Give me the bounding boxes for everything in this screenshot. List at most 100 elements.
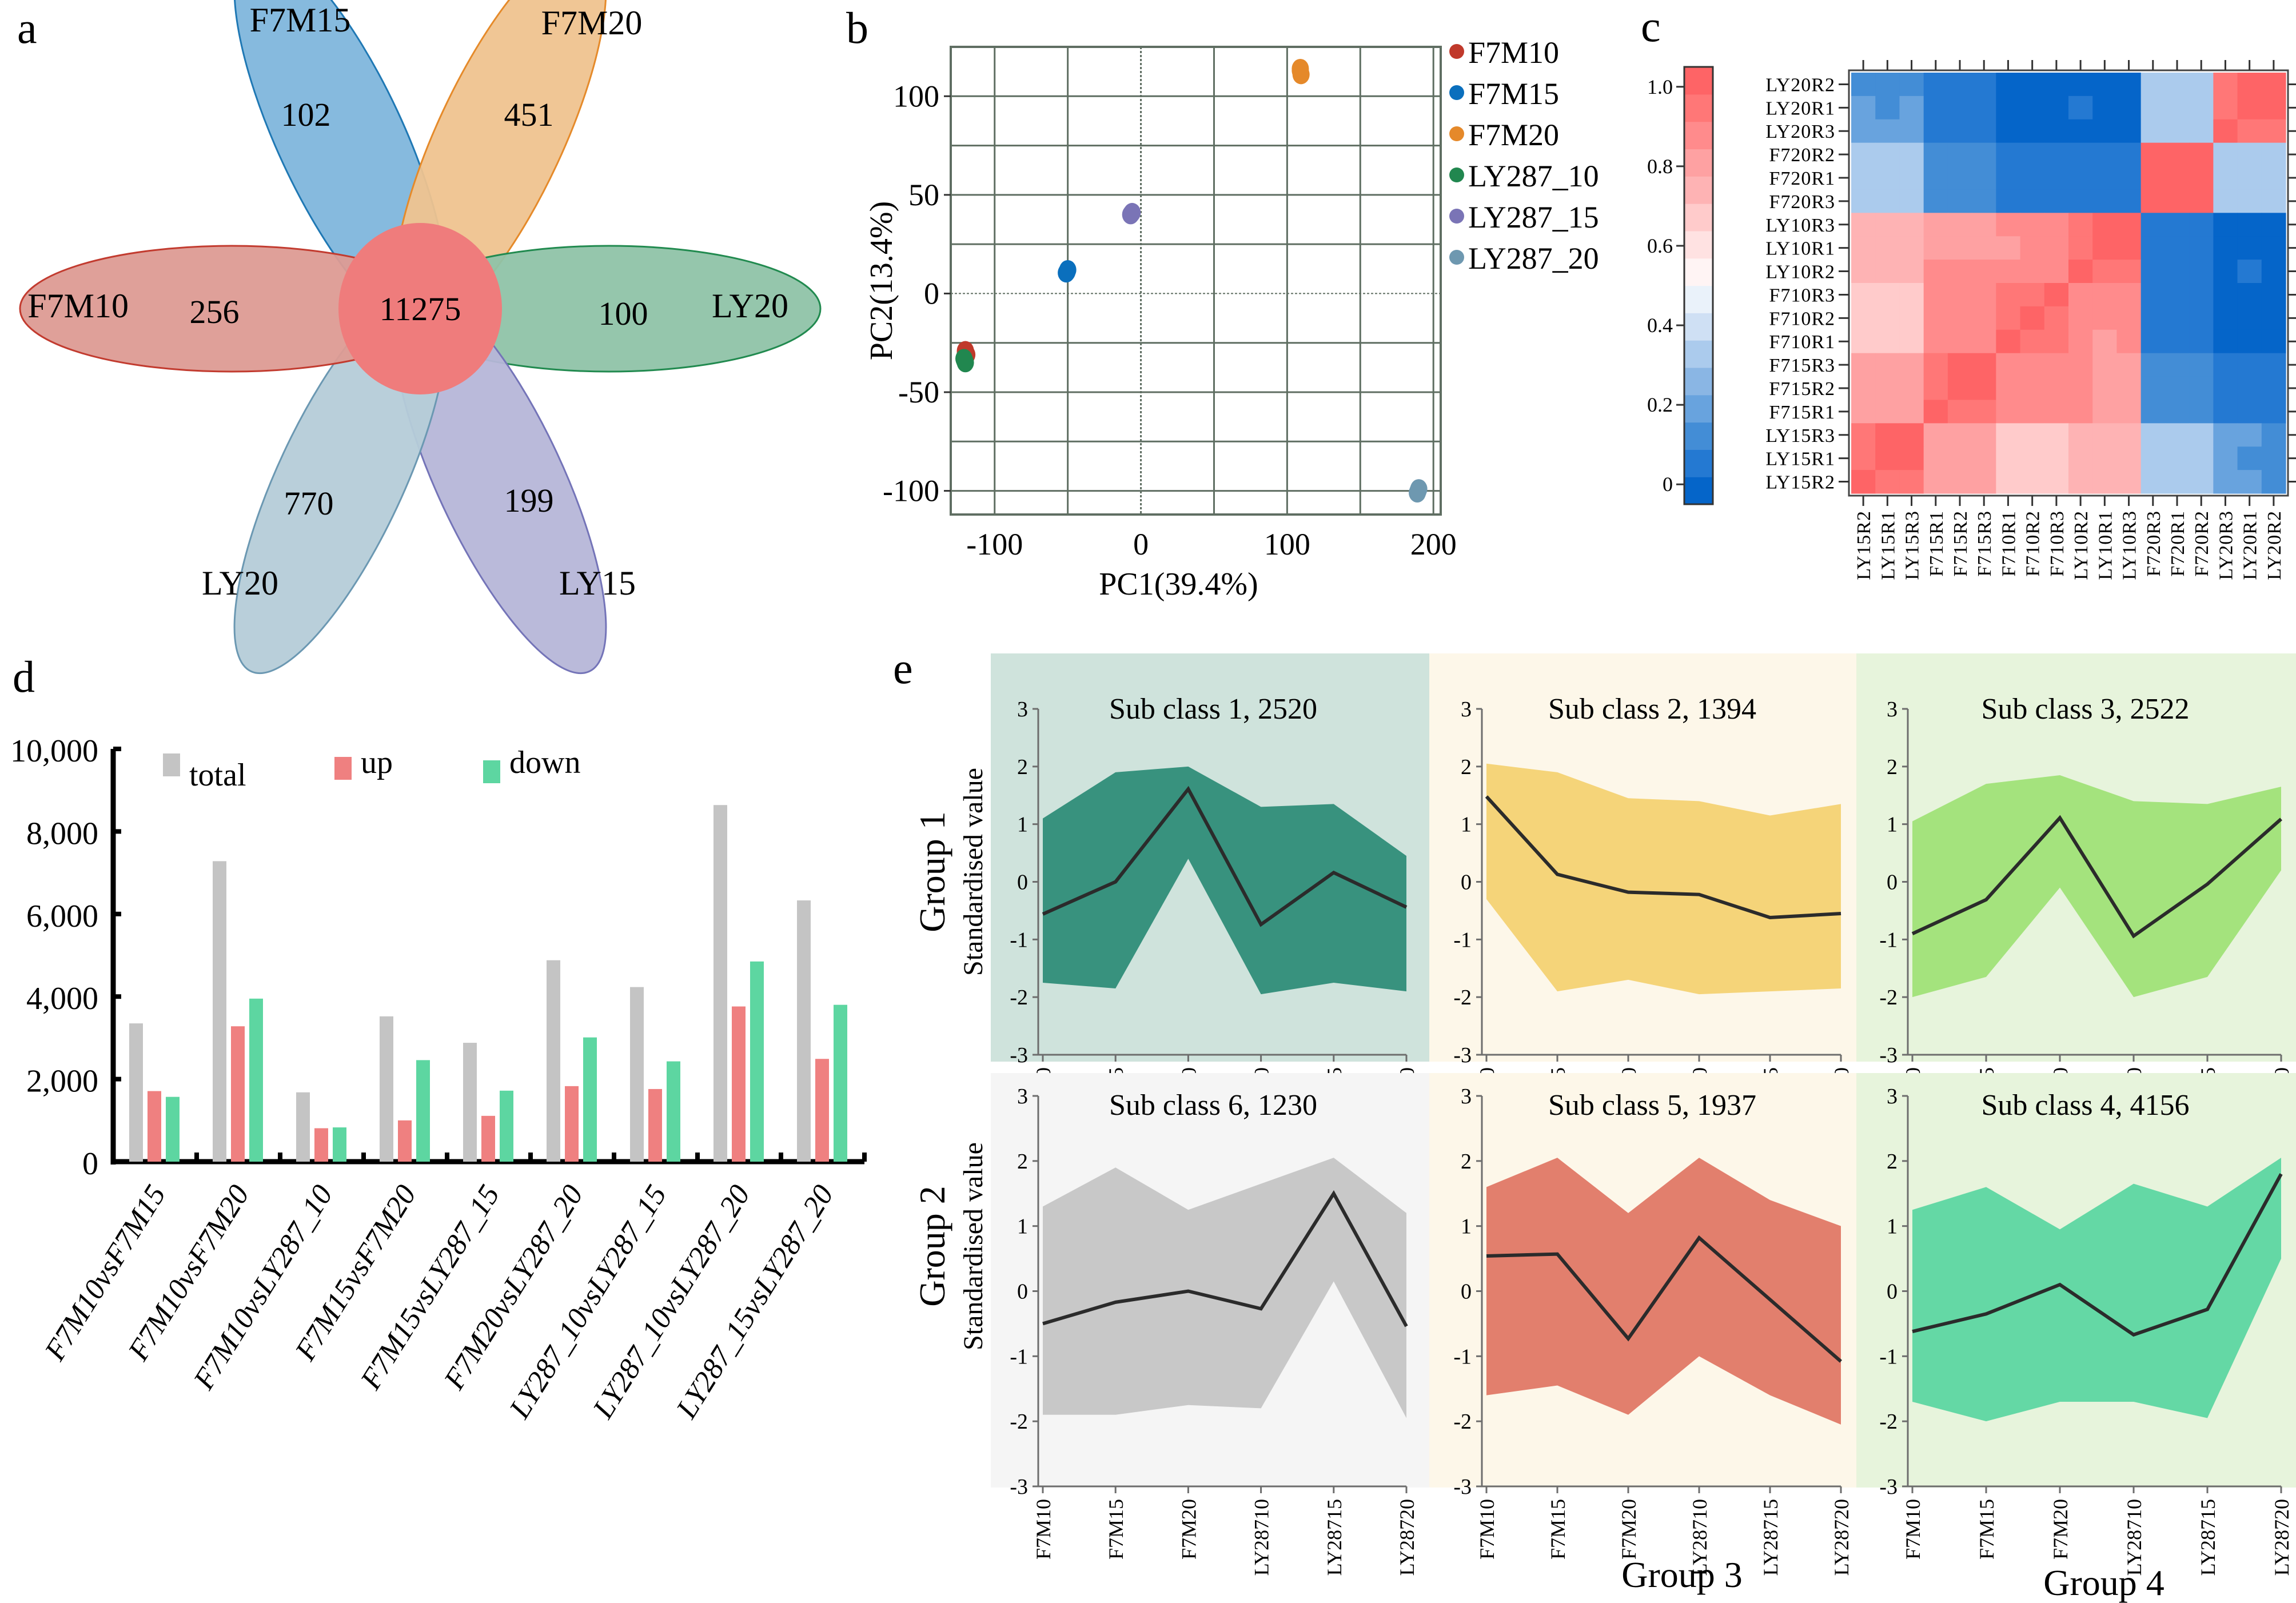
heatmap-cell <box>2165 73 2190 97</box>
heatmap-cell <box>1947 470 1972 494</box>
cluster-x-label: LY28715 <box>1323 1499 1346 1576</box>
heatmap-cell <box>1996 329 2021 354</box>
heatmap-col-label: F720R3 <box>2143 511 2165 577</box>
heatmap-cell <box>1972 306 1996 330</box>
heatmap-cell <box>2189 166 2214 190</box>
heatmap-cell <box>1947 376 1972 401</box>
heatmap-row-label: F720R2 <box>1769 145 1835 166</box>
heatmap-cell <box>1875 236 1900 260</box>
cluster-x-label: LY28715 <box>2197 1499 2219 1576</box>
heatmap-cell <box>1996 166 2021 190</box>
heatmap-cell <box>2165 189 2190 213</box>
bar-legend-swatch <box>334 757 352 780</box>
heatmap-cell <box>1972 400 1996 424</box>
heatmap-cell <box>2213 236 2238 260</box>
heatmap-cell <box>2189 73 2214 97</box>
cluster-x-label: F7M20 <box>1617 1499 1640 1560</box>
heatmap-col-label: LY20R3 <box>2215 511 2237 580</box>
cluster-x-label: F7M10 <box>1902 1499 1924 1560</box>
cluster-profile-band <box>1486 763 1841 995</box>
heatmap-cell <box>2261 306 2286 330</box>
bar-up <box>314 1128 328 1162</box>
bar-up <box>481 1115 495 1162</box>
cluster-subplot-title: Sub class 1, 2520 <box>1109 693 1317 725</box>
pca-x-axis-title: PC1(39.4%) <box>1099 567 1258 602</box>
heatmap-cell <box>1899 470 1924 494</box>
heatmap-cell <box>2020 95 2045 120</box>
cluster-x-label: LY28710 <box>1688 1499 1711 1576</box>
bar-total <box>463 1043 477 1162</box>
heatmap-cell <box>1875 95 1900 120</box>
heatmap-cell <box>1875 213 1900 237</box>
heatmap-cell <box>2068 73 2093 97</box>
heatmap-cell <box>2020 73 2045 97</box>
heatmap-cell <box>1899 166 1924 190</box>
bar-category-label: LY287_10vsLY287_20 <box>587 1179 756 1425</box>
heatmap-cell <box>1923 446 1948 470</box>
cluster-y-tick: -1 <box>1010 1345 1028 1369</box>
heatmap-cell <box>2092 283 2118 307</box>
heatmap-cell <box>2213 306 2238 330</box>
colorbar-step <box>1684 67 1713 95</box>
cluster-y-tick: -3 <box>1453 1043 1472 1067</box>
cluster-x-label: F7M10 <box>1032 1499 1055 1560</box>
heatmap-cell <box>1875 470 1900 494</box>
cluster-y-tick: -3 <box>1010 1043 1028 1067</box>
heatmap-cell <box>1875 376 1900 401</box>
heatmap-cell <box>1851 329 1876 354</box>
colorbar-tick-label: 0.6 <box>1647 234 1673 257</box>
heatmap-cell <box>2165 376 2190 401</box>
heatmap-cell <box>2068 376 2093 401</box>
heatmap-cell <box>1851 166 1876 190</box>
pca-y-tick: -100 <box>883 474 939 508</box>
heatmap-cell <box>2020 213 2045 237</box>
panel-letter-e: e <box>893 643 913 693</box>
cluster-y-tick: 2 <box>1017 1150 1028 1174</box>
heatmap-cell <box>1851 306 1876 330</box>
heatmap-cell <box>1923 166 1948 190</box>
heatmap-cell <box>2044 236 2069 260</box>
bar-down <box>249 998 263 1162</box>
heatmap-cell <box>2044 260 2069 284</box>
colorbar-tick-label: 0.4 <box>1647 314 1673 337</box>
heatmap-cell <box>2261 166 2286 190</box>
colorbar-step <box>1684 230 1713 259</box>
bar-legend-label: total <box>189 757 246 793</box>
colorbar-step <box>1684 121 1713 150</box>
cluster-y-axis-title: Standardised value <box>958 768 988 976</box>
panel-letter-b: b <box>846 3 868 53</box>
heatmap-cell <box>2092 166 2118 190</box>
cluster-y-tick: 1 <box>1461 1215 1472 1239</box>
heatmap-cell <box>2237 73 2262 97</box>
pca-legend-marker <box>1449 44 1464 59</box>
heatmap-cell <box>2116 400 2142 424</box>
heatmap-cell <box>2140 283 2166 307</box>
heatmap-cell <box>2068 260 2093 284</box>
heatmap-cell <box>2020 376 2045 401</box>
heatmap-cell <box>2237 306 2262 330</box>
heatmap-row-label: F710R3 <box>1769 285 1835 306</box>
bar-y-tick: 2,000 <box>26 1064 98 1099</box>
heatmap-cell <box>2092 329 2118 354</box>
heatmap-col-label: LY10R1 <box>2095 511 2116 580</box>
cluster-x-label: LY28710 <box>1250 1499 1273 1576</box>
pca-legend-marker <box>1449 126 1464 141</box>
heatmap-cell <box>1875 166 1900 190</box>
heatmap-cell <box>1875 119 1900 143</box>
heatmap-cell <box>2213 189 2238 213</box>
heatmap-cell <box>1851 260 1876 284</box>
heatmap-cell <box>2213 283 2238 307</box>
heatmap-cell <box>1947 142 1972 167</box>
cluster-y-tick: -3 <box>1010 1475 1028 1499</box>
bar-legend-swatch <box>163 753 180 776</box>
colorbar-step <box>1684 367 1713 396</box>
heatmap-col-label: LY10R3 <box>2119 511 2140 580</box>
heatmap-cell <box>1923 236 1948 260</box>
venn-core <box>338 223 502 394</box>
heatmap-cell <box>1899 189 1924 213</box>
heatmap-row-label: LY15R3 <box>1765 425 1835 446</box>
heatmap-cell <box>2116 142 2142 167</box>
heatmap-cell <box>1875 423 1900 447</box>
heatmap-cell <box>2044 119 2069 143</box>
heatmap-cell <box>2044 213 2069 237</box>
